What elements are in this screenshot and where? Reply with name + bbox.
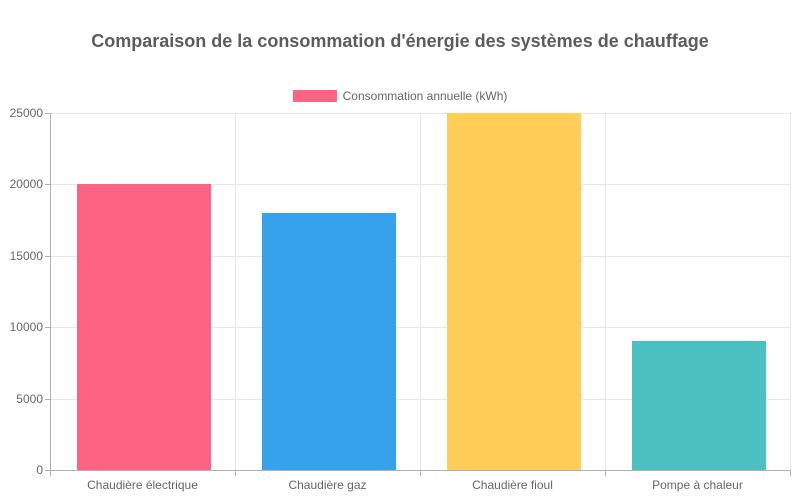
x-axis-label-chaudiere-fioul: Chaudière fioul bbox=[472, 478, 553, 492]
legend-swatch bbox=[292, 90, 337, 102]
gridline-x-boundary-1 bbox=[235, 113, 236, 470]
x-axis-label-chaudiere-gaz: Chaudière gaz bbox=[288, 478, 367, 492]
y-axis-label-15000: 15000 bbox=[9, 249, 43, 263]
gridline-x-boundary-2 bbox=[420, 113, 421, 470]
x-tick-mark-0 bbox=[50, 471, 51, 476]
bar-chaudiere-gaz[interactable] bbox=[262, 212, 396, 470]
x-axis-label-chaudiere-electrique: Chaudière électrique bbox=[87, 478, 198, 492]
x-tick-mark-2 bbox=[420, 471, 421, 476]
chart-title: Comparaison de la consommation d'énergie… bbox=[91, 31, 709, 51]
gridline-y-15000 bbox=[51, 255, 791, 257]
gridline-y-5000 bbox=[51, 398, 791, 400]
gridline-x-boundary-3 bbox=[605, 113, 606, 470]
gridline-y-10000 bbox=[51, 327, 791, 329]
plot-area bbox=[50, 113, 791, 471]
y-axis-label-10000: 10000 bbox=[9, 320, 43, 334]
y-tick-mark-5000 bbox=[45, 399, 51, 400]
x-tick-mark-3 bbox=[605, 471, 606, 476]
legend-item[interactable]: Consommation annuelle (kWh) bbox=[0, 89, 800, 103]
x-axis-label-pompe-a-chaleur: Pompe à chaleur bbox=[652, 478, 743, 492]
gridline-y-20000 bbox=[51, 184, 791, 186]
x-tick-mark-4 bbox=[790, 471, 791, 476]
bar-chaudiere-fioul[interactable] bbox=[447, 113, 581, 470]
y-tick-mark-25000 bbox=[45, 113, 51, 114]
y-axis-label-0: 0 bbox=[36, 463, 43, 477]
y-tick-mark-20000 bbox=[45, 184, 51, 185]
y-axis-label-25000: 25000 bbox=[9, 106, 43, 120]
y-tick-mark-15000 bbox=[45, 256, 51, 257]
y-axis-label-5000: 5000 bbox=[16, 392, 43, 406]
y-axis-label-20000: 20000 bbox=[9, 177, 43, 191]
x-tick-mark-1 bbox=[235, 471, 236, 476]
gridline-x-boundary-4 bbox=[790, 113, 791, 470]
y-tick-mark-10000 bbox=[45, 327, 51, 328]
legend-label: Consommation annuelle (kWh) bbox=[342, 89, 508, 103]
bar-pompe-a-chaleur[interactable] bbox=[632, 341, 766, 470]
y-tick-mark-0 bbox=[45, 470, 51, 471]
bar-chaudiere-electrique[interactable] bbox=[77, 184, 211, 470]
gridline-y-25000 bbox=[51, 113, 791, 114]
